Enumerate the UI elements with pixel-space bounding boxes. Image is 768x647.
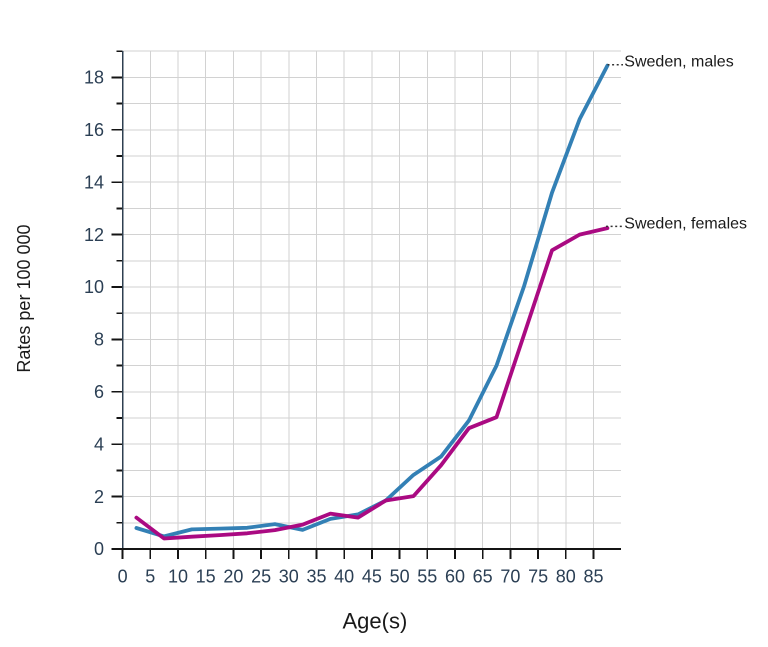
svg-text:85: 85 <box>583 567 603 587</box>
svg-text:10: 10 <box>168 567 188 587</box>
svg-text:8: 8 <box>94 330 104 350</box>
svg-text:5: 5 <box>145 567 155 587</box>
svg-text:30: 30 <box>279 567 299 587</box>
svg-text:40: 40 <box>334 567 354 587</box>
svg-text:2: 2 <box>94 487 104 507</box>
svg-text:60: 60 <box>445 567 465 587</box>
svg-text:10: 10 <box>84 277 104 297</box>
svg-text:16: 16 <box>84 120 104 140</box>
svg-text:0: 0 <box>118 567 128 587</box>
svg-text:75: 75 <box>528 567 548 587</box>
svg-text:55: 55 <box>417 567 437 587</box>
svg-text:Age(s): Age(s) <box>343 609 408 634</box>
svg-text:Sweden, males: Sweden, males <box>624 53 733 70</box>
svg-text:18: 18 <box>84 68 104 88</box>
svg-text:25: 25 <box>251 567 271 587</box>
svg-text:Sweden, females: Sweden, females <box>624 216 747 233</box>
svg-text:Rates per 100 000: Rates per 100 000 <box>14 224 34 372</box>
svg-text:45: 45 <box>362 567 382 587</box>
svg-text:6: 6 <box>94 382 104 402</box>
svg-text:4: 4 <box>94 434 104 454</box>
svg-text:12: 12 <box>84 225 104 245</box>
svg-text:35: 35 <box>306 567 326 587</box>
svg-text:50: 50 <box>390 567 410 587</box>
svg-text:15: 15 <box>196 567 216 587</box>
svg-text:80: 80 <box>556 567 576 587</box>
svg-text:70: 70 <box>500 567 520 587</box>
svg-text:14: 14 <box>84 172 104 192</box>
svg-text:0: 0 <box>94 539 104 559</box>
svg-text:65: 65 <box>473 567 493 587</box>
svg-text:20: 20 <box>223 567 243 587</box>
